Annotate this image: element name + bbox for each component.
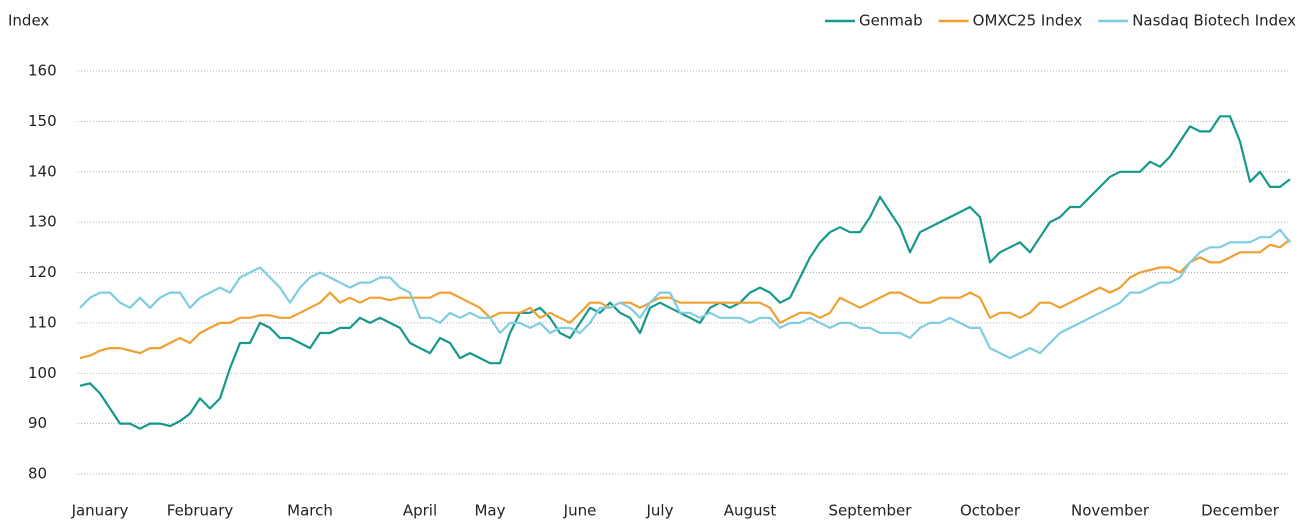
- legend-label: OMXC25 Index: [973, 12, 1083, 30]
- y-axis-label: Index: [8, 12, 49, 30]
- x-tick-label: February: [167, 502, 234, 520]
- x-tick-label: November: [1071, 502, 1150, 520]
- x-tick-label: September: [829, 502, 913, 520]
- y-tick-label: 140: [28, 162, 57, 180]
- x-tick-label: March: [287, 502, 333, 520]
- x-tick-label: January: [71, 502, 129, 520]
- y-tick-label: 120: [28, 263, 57, 281]
- x-tick-label: June: [563, 502, 597, 520]
- y-tick-label: 150: [28, 112, 57, 130]
- y-tick-label: 130: [28, 213, 57, 231]
- y-tick-label: 100: [28, 364, 57, 382]
- legend-label: Nasdaq Biotech Index: [1132, 12, 1296, 30]
- y-tick-label: 160: [28, 62, 57, 80]
- x-tick-label: July: [646, 502, 674, 520]
- y-tick-label: 80: [28, 465, 47, 483]
- x-tick-label: August: [724, 502, 777, 520]
- series-line: [79, 115, 1291, 430]
- x-tick-label: May: [474, 502, 505, 520]
- legend-label: Genmab: [859, 12, 923, 30]
- y-tick-label: 110: [28, 313, 57, 331]
- series-line: [79, 238, 1291, 360]
- x-tick-label: October: [960, 502, 1021, 520]
- x-tick-label: December: [1201, 502, 1280, 520]
- y-tick-label: 90: [28, 414, 47, 432]
- x-tick-label: April: [403, 502, 437, 520]
- series-line: [79, 228, 1291, 360]
